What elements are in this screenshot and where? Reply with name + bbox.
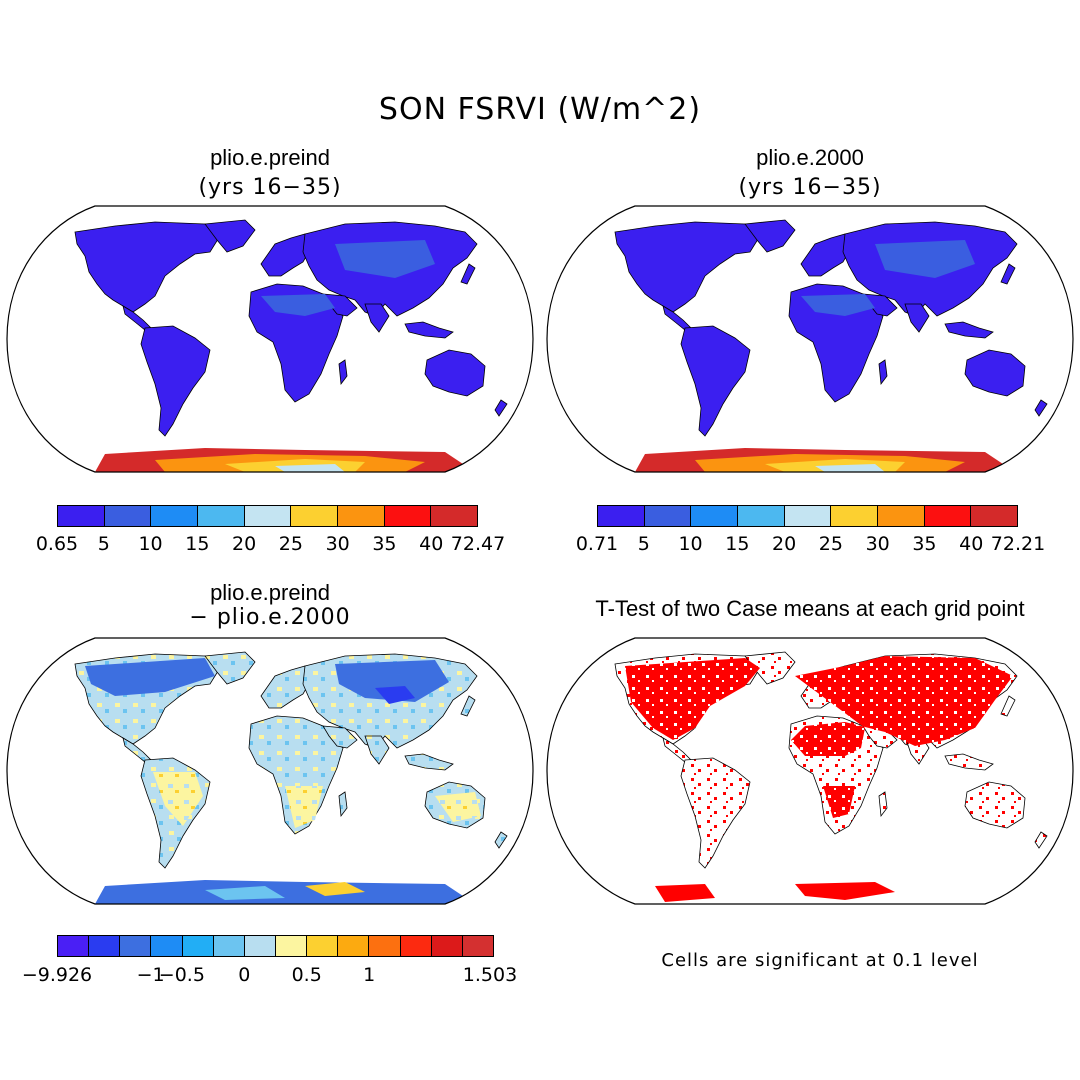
globe-border [6, 205, 534, 473]
colorbar-tick-label: 72.47 [450, 533, 506, 555]
panel-4-title: T-Test of two Case means at each grid po… [595, 596, 1025, 621]
colorbar-tick-label: 35 [372, 533, 397, 555]
sahara-region [261, 294, 335, 316]
australia-positive-region [435, 792, 481, 822]
antarctica-significant [655, 884, 715, 902]
colorbar-tick-label: 35 [912, 533, 937, 555]
colorbar-tick-label: 0.71 [575, 533, 619, 555]
colorbar-tick-label: 40 [959, 533, 984, 555]
colorbar-tick-label: 1.503 [462, 964, 518, 986]
colorbar-tick-label: 0.65 [35, 533, 79, 555]
colorbar-1-ticks: 0.65 5 10 15 20 25 30 35 40 72.47 [36, 533, 505, 557]
colorbar-tick-label: −1 [136, 964, 165, 986]
north-america-significant [625, 658, 760, 740]
colorbar-1 [57, 505, 478, 527]
south-africa-significant [823, 786, 855, 818]
arctic-negative-region [85, 658, 215, 696]
colorbar-tick-label: 20 [772, 533, 797, 555]
panel-1-title: plio.e.preind [210, 145, 330, 170]
colorbar-tick-label: 15 [185, 533, 210, 555]
globe-border [546, 637, 1074, 905]
colorbar-tick-label: 30 [325, 533, 350, 555]
antarctica-interior [815, 464, 885, 472]
antarctica-diff [95, 880, 475, 904]
colorbar-tick-label: 5 [637, 533, 650, 555]
sahara-region [801, 294, 875, 316]
colorbar-tick-label: 15 [725, 533, 750, 555]
colorbar-tick-label: 1 [363, 964, 376, 986]
colorbar-tick-label: 20 [232, 533, 257, 555]
panel-1-subtitle: (yrs 16−35) [198, 175, 342, 200]
globe-border [6, 637, 534, 905]
panel-2-subtitle: (yrs 16−35) [738, 175, 882, 200]
map-panel-4 [546, 637, 1074, 905]
colorbar-tick-label: 72.21 [990, 533, 1046, 555]
globe-border [546, 205, 1074, 473]
colorbar-tick-label: −0.5 [158, 964, 205, 986]
central-asia-region [335, 240, 435, 278]
colorbar-tick-label: 30 [865, 533, 890, 555]
colorbar-tick-label: 10 [678, 533, 703, 555]
figure-title: SON FSRVI (W/m^2) [378, 92, 702, 127]
significance-note: Cells are significant at 0.1 level [661, 950, 979, 971]
colorbar-tick-label: 40 [419, 533, 444, 555]
panel-3-title: plio.e.preind [210, 580, 330, 605]
eurasia-africa-significant [791, 656, 1013, 756]
colorbar-tick-label: 0 [238, 964, 251, 986]
colorbar-tick-label: −9.926 [21, 964, 93, 986]
map-panel-2 [546, 205, 1074, 473]
south-africa-positive-region [285, 786, 323, 828]
antarctica-interior [275, 464, 345, 472]
colorbar-2 [597, 505, 1018, 527]
map-panel-1 [6, 205, 534, 473]
panel-3-subtitle: − plio.e.2000 [189, 605, 351, 630]
colorbar-3 [57, 935, 494, 957]
siberia-negative-region [335, 660, 449, 702]
colorbar-tick-label: 25 [818, 533, 843, 555]
colorbar-tick-label: 0.5 [291, 964, 322, 986]
south-america-positive-region [153, 772, 203, 826]
colorbar-tick-label: 10 [138, 533, 163, 555]
colorbar-3-ticks: −9.926 −1 −0.5 0 0.5 1 1.503 [22, 964, 517, 988]
colorbar-2-ticks: 0.71 5 10 15 20 25 30 35 40 72.21 [576, 533, 1045, 557]
map-panel-3 [6, 637, 534, 905]
colorbar-tick-label: 5 [97, 533, 110, 555]
panel-2-title: plio.e.2000 [756, 145, 864, 170]
colorbar-tick-label: 25 [278, 533, 303, 555]
central-asia-region [875, 240, 975, 278]
